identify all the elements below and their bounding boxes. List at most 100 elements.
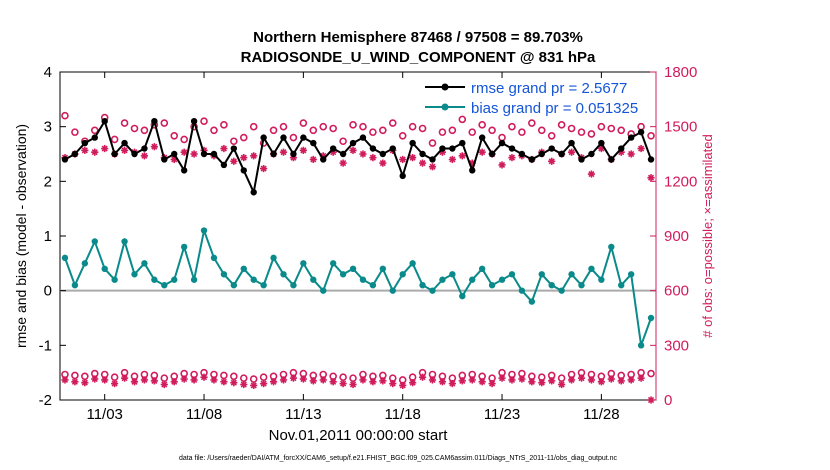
obs-assimilated-point [488,380,496,388]
obs-assimilated-point [279,148,288,156]
obs-assimilated-point [220,144,228,153]
rmse-point [260,134,267,141]
rmse-point [270,150,277,158]
rmse-point [508,145,516,152]
obs-assimilated-point [577,374,586,382]
bias-point [568,271,575,278]
rmse-point [91,134,98,141]
y-axis-label-right: # of obs: o=possible; ×=assimilated [700,134,715,337]
obs-assimilated-point [91,148,99,156]
rmse-point [439,145,446,152]
rmse-point [478,134,486,141]
obs-count-series [61,111,655,404]
obs-possible-point [647,131,655,140]
rmse-point [369,145,377,152]
bias-point [478,265,486,272]
rmse-point [71,150,79,158]
rmse-point [518,150,526,158]
x-tick-label: 11/18 [384,406,420,423]
rmse-point [210,150,218,158]
rmse-point [280,134,287,141]
obs-assimilated-point [637,374,645,382]
obs-assimilated-point [230,379,238,387]
rmse-series [61,117,655,196]
obs-possible-point [269,126,278,135]
obs-assimilated-point [120,146,129,154]
rmse-point [220,161,228,169]
obs-assimilated-point [220,378,228,386]
x-tick-label: 11/23 [484,406,520,423]
obs-assimilated-point [428,376,437,384]
y-tick-label: 4 [44,64,52,81]
x-axis-label: Nov.01,2011 00:00:00 start [269,427,449,444]
bias-point [161,282,168,289]
obs-possible-point [369,128,377,136]
bias-point [81,260,89,267]
y-right-tick-label: 0 [664,392,672,409]
bias-point [151,276,158,283]
x-tick-label: 11/08 [186,406,222,423]
obs-assimilated-point [260,380,268,388]
obs-assimilated-point [150,143,158,151]
rmse-point [568,139,575,147]
bias-point [329,260,337,267]
obs-assimilated-point [409,154,417,162]
bias-point [71,282,79,289]
rmse-point [121,139,128,147]
obs-possible-point [279,122,288,131]
obs-assimilated-point [319,376,327,384]
obs-assimilated-point [369,378,377,386]
rmse-point [627,134,635,141]
obs-assimilated-point [190,376,198,384]
obs-assimilated-point [160,380,168,389]
rmse-point [111,150,118,158]
obs-assimilated-point [379,377,387,385]
y-tick-label: -1 [39,337,52,354]
bias-point [220,271,228,278]
bias-point [290,282,297,289]
rmse-point [329,145,337,152]
obs-assimilated-point [250,381,258,390]
obs-assimilated-point [528,378,536,386]
bias-point [618,282,625,289]
obs-assimilated-point [647,396,655,404]
obs-assimilated-point [379,159,387,167]
bias-series [61,226,655,349]
bias-point [369,282,377,289]
y-tick-label: 3 [44,119,52,136]
legend-bias-label: bias grand pr = 0.051325 [471,100,638,117]
obs-possible-point [220,121,228,129]
obs-possible-point [61,111,69,120]
obs-assimilated-point [548,157,556,165]
obs-assimilated-point [180,148,188,156]
obs-possible-point [210,126,218,135]
rmse-point [151,118,158,125]
obs-assimilated-point [289,374,298,382]
obs-assimilated-point [458,152,466,160]
bias-point [449,271,456,278]
obs-assimilated-point [339,159,347,167]
obs-assimilated-point [478,148,486,156]
obs-assimilated-point [61,376,69,384]
obs-possible-point [299,119,308,127]
rmse-point [81,139,89,147]
obs-assimilated-point [409,379,417,387]
obs-assimilated-point [349,146,357,154]
obs-possible-point [289,133,298,142]
y-right-tick-label: 1500 [664,119,697,136]
rmse-point [339,150,347,158]
y-right-tick-label: 1800 [664,64,697,81]
bias-point [91,238,98,245]
bias-point [578,282,585,289]
obs-possible-point [528,119,536,127]
obs-possible-point [577,128,586,136]
bias-point [419,282,426,289]
y-tick-label: 1 [44,228,52,245]
rmse-point [190,118,198,125]
obs-assimilated-point [607,375,615,383]
bias-point [459,292,466,300]
bias-point [359,276,367,283]
obs-possible-point [110,135,119,144]
obs-assimilated-point [190,150,198,158]
obs-assimilated-point [299,146,307,154]
